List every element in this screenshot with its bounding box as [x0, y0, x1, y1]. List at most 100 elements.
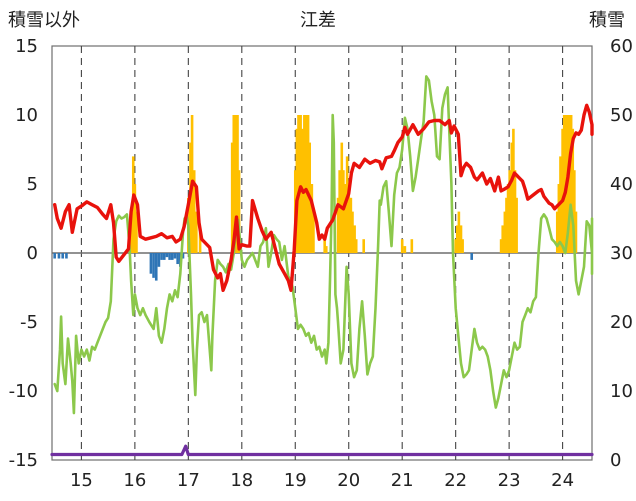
x-tick-label: 19 [284, 470, 307, 491]
left-axis-title: 積雪以外 [8, 10, 80, 31]
x-tick-label: 24 [551, 470, 574, 491]
blue-bar [53, 253, 56, 259]
snow-bar [351, 211, 354, 253]
left-tick-label: -5 [20, 312, 38, 333]
snow-bar [568, 115, 571, 253]
blue-bar [65, 253, 68, 259]
snow-bar [340, 142, 344, 253]
snow-bar [569, 115, 573, 253]
snow-bar [297, 115, 300, 253]
snow-bar [295, 128, 299, 253]
left-tick-label: 5 [27, 174, 38, 195]
snow-bar [237, 170, 241, 253]
x-tick-label: 17 [177, 470, 200, 491]
left-tick-label: 10 [15, 105, 38, 126]
blue-bar [165, 253, 169, 258]
x-tick-label: 15 [70, 470, 93, 491]
right-tick-label: 60 [610, 36, 633, 57]
blue-bar [149, 253, 153, 274]
blue-bar [176, 253, 179, 265]
x-tick-label: 16 [123, 470, 146, 491]
red-series-line [53, 103, 594, 292]
blue-bar [168, 253, 171, 260]
x-tick-label: 20 [337, 470, 360, 491]
snow-bar [362, 239, 366, 253]
x-tick-label: 22 [444, 470, 467, 491]
snow-bar [336, 197, 340, 253]
snow-bar [573, 170, 576, 253]
right-tick-label: 0 [610, 450, 621, 471]
blue-bar [61, 253, 64, 259]
right-tick-label: 40 [610, 174, 633, 195]
snow-bar [455, 225, 459, 253]
snow-bar [133, 184, 137, 253]
blue-bar [173, 253, 177, 259]
snow-bar [232, 115, 236, 253]
snow-bar [510, 142, 514, 253]
purple-series-line [50, 444, 594, 457]
snow-bar [345, 156, 349, 253]
snow-bar [454, 239, 457, 253]
snow-bar [515, 197, 518, 253]
right-axis-title: 積雪 [589, 10, 625, 31]
left-tick-label: 15 [15, 36, 38, 57]
snow-bar [347, 184, 351, 253]
snow-bar [299, 115, 302, 253]
snow-bar [324, 246, 328, 253]
blue-bar [160, 253, 163, 260]
blue-bar [170, 253, 174, 260]
snow-bar [338, 170, 341, 253]
snow-bar [342, 170, 345, 253]
snow-bar [503, 211, 507, 253]
snow-bar [410, 239, 414, 253]
right-tick-label: 10 [610, 381, 633, 402]
snow-bar [501, 225, 505, 253]
green-series-line [53, 75, 594, 415]
snow-bar [195, 211, 198, 253]
blue-bar [181, 253, 185, 259]
chart-title: 江差 [300, 10, 336, 31]
left-tick-label: -15 [9, 450, 38, 471]
snow-bar [400, 239, 404, 253]
snow-bar [499, 239, 503, 253]
x-tick-label: 18 [230, 470, 253, 491]
blue-bar [157, 253, 161, 267]
snow-bar [512, 128, 515, 253]
right-tick-label: 30 [610, 243, 633, 264]
blue-bar [162, 253, 166, 260]
snow-bar [403, 246, 407, 253]
snow-bar [343, 184, 347, 253]
snow-bar [306, 115, 310, 253]
snow-bar [571, 128, 575, 253]
snow-bar [561, 128, 564, 253]
blue-bar [152, 253, 155, 278]
snow-bar [349, 197, 353, 253]
snow-bar [513, 170, 517, 253]
snow-bar [310, 184, 314, 253]
right-tick-label: 50 [610, 105, 633, 126]
snow-bar [508, 170, 511, 253]
snow-bar [236, 115, 239, 253]
snow-bar [461, 239, 464, 253]
snow-bar [192, 170, 196, 253]
snow-bar [506, 184, 510, 253]
snow-bar [505, 197, 508, 253]
snow-bar [557, 184, 561, 253]
blue-bar [57, 253, 61, 259]
snow-bar [555, 211, 559, 253]
right-tick-label: 20 [610, 312, 633, 333]
snow-bar [234, 115, 237, 253]
left-tick-label: 0 [27, 243, 38, 264]
snow-bar [562, 115, 566, 253]
snow-bar [354, 239, 358, 253]
snow-bar [459, 225, 463, 253]
snow-bar [198, 232, 202, 253]
snow-bar [230, 142, 234, 253]
snow-bar [457, 211, 461, 253]
x-tick-label: 23 [498, 470, 521, 491]
snow-bar [312, 211, 315, 253]
snow-bar [574, 211, 578, 253]
blue-bar [154, 253, 158, 281]
